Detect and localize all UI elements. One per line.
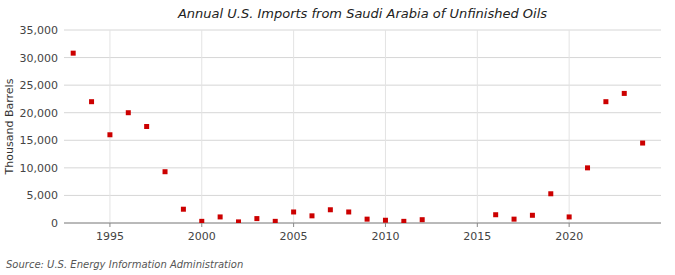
point (383, 218, 388, 223)
x-grid-line (569, 30, 570, 223)
point (622, 91, 627, 96)
point (493, 212, 498, 217)
x-tick-label: 2015 (463, 230, 491, 243)
point (401, 219, 406, 223)
y-grid-line (64, 112, 661, 113)
point (585, 165, 590, 170)
x-tick (385, 223, 386, 227)
point (107, 132, 112, 137)
y-tick-label: 10,000 (20, 162, 59, 175)
point (199, 219, 204, 223)
y-grid-line (64, 223, 661, 224)
y-grid-line (64, 57, 661, 58)
point (218, 214, 223, 219)
point (365, 217, 370, 222)
source-annotation: Source: U.S. Energy Information Administ… (6, 259, 243, 270)
point (309, 213, 314, 218)
y-tick-label: 25,000 (20, 79, 59, 92)
y-grid-line (64, 167, 661, 168)
x-grid-line (477, 30, 478, 223)
x-tick-label: 1995 (96, 230, 124, 243)
x-tick-label: 2005 (280, 230, 308, 243)
point (89, 99, 94, 104)
x-tick (201, 223, 202, 227)
x-grid-line (293, 30, 294, 223)
x-grid-line (385, 30, 386, 223)
point (273, 219, 278, 223)
y-tick-label: 0 (51, 217, 58, 230)
y-axis-label: Thousand Barrels (3, 78, 16, 175)
x-tick (293, 223, 294, 227)
y-tick-label: 30,000 (20, 52, 59, 65)
x-tick (477, 223, 478, 227)
x-grid-line (109, 30, 110, 223)
y-tick-label: 35,000 (20, 24, 59, 37)
x-tick-label: 2000 (188, 230, 216, 243)
x-tick-label: 2010 (371, 230, 399, 243)
y-tick-label: 5,000 (27, 189, 59, 202)
y-grid-line (64, 195, 661, 196)
point (548, 191, 553, 196)
x-axis-line (64, 223, 661, 224)
x-tick (569, 223, 570, 227)
point (530, 213, 535, 218)
point (126, 110, 131, 115)
axes: 0 5,000 10,000 15,000 20,000 25,000 30,000 35,0… (20, 24, 662, 243)
background (0, 0, 675, 275)
title: Annual U.S. Imports from Saudi Arabia of… (177, 6, 547, 21)
chart: 0 5,000 10,000 15,000 20,000 25,000 30,000 35,0… (0, 0, 675, 275)
point (603, 99, 608, 104)
y-tick-label: 20,000 (20, 107, 59, 120)
x-tick-label: 2020 (555, 230, 583, 243)
point (163, 169, 168, 174)
y-tick-label: 15,000 (20, 134, 59, 147)
point (420, 217, 425, 222)
point (236, 219, 241, 223)
points (71, 51, 645, 223)
point (328, 207, 333, 212)
y-grid-line (64, 30, 661, 31)
point (640, 141, 645, 146)
point (567, 214, 572, 219)
point (254, 216, 259, 221)
x-tick (109, 223, 110, 227)
x-grid-line (201, 30, 202, 223)
point (71, 51, 76, 56)
y-grid-line (64, 140, 661, 141)
point (144, 124, 149, 129)
point (346, 209, 351, 214)
y-grid-line (64, 85, 661, 86)
point (512, 217, 517, 222)
point (181, 207, 186, 212)
grid (64, 30, 661, 223)
point (291, 209, 296, 214)
